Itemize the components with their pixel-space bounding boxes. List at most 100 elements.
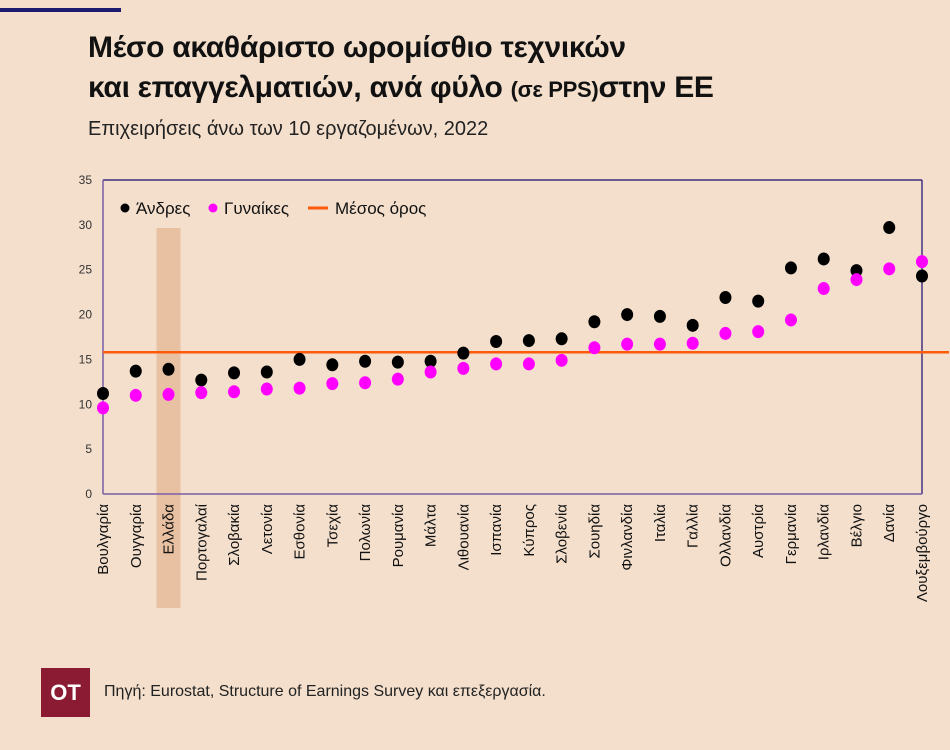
source-note: Πηγή: Eurostat, Structure of Earnings Su… xyxy=(104,683,546,700)
women-point xyxy=(195,386,208,400)
y-tick-label: 30 xyxy=(79,218,93,232)
legend-men-label: Άνδρες xyxy=(136,199,190,218)
x-tick-label: Γαλλία xyxy=(685,504,702,548)
x-tick-label: Ουγγαρία xyxy=(128,504,145,568)
title-line-2-main: και επαγγελματιών, ανά φύλο xyxy=(88,71,511,104)
title-line-1: Μέσο ακαθάριστο ωρομίσθιο τεχνικών xyxy=(88,31,626,64)
legend-men-marker xyxy=(120,203,130,213)
men-point xyxy=(588,315,601,329)
men-point xyxy=(326,358,339,372)
men-point xyxy=(228,366,241,380)
women-point xyxy=(228,385,241,399)
x-tick-label: Ιταλία xyxy=(652,504,669,542)
x-tick-label: Μάλτα xyxy=(423,504,440,547)
x-tick-label: Βέλγιο xyxy=(848,504,865,547)
x-tick-label: Πολωνία xyxy=(357,504,374,562)
women-point xyxy=(97,401,109,415)
title-unit: (σε PPS) xyxy=(510,77,599,102)
women-point xyxy=(359,376,372,390)
women-point xyxy=(752,325,765,339)
ot-logo: OT xyxy=(41,668,90,717)
men-point xyxy=(784,261,797,275)
men-point xyxy=(129,364,142,378)
men-point xyxy=(653,309,666,323)
men-point xyxy=(883,221,896,235)
men-point xyxy=(260,365,273,379)
women-point xyxy=(916,255,928,269)
x-tick-label: Ρουμανία xyxy=(390,504,407,568)
x-tick-label: Ιρλανδία xyxy=(816,504,833,561)
women-point xyxy=(129,388,142,402)
legend-mean-label: Μέσος όρος xyxy=(335,199,426,218)
x-tick-label: Γερμανία xyxy=(783,504,800,565)
women-point xyxy=(260,382,273,396)
women-point xyxy=(457,361,470,375)
x-tick-label: Ισπανία xyxy=(488,504,505,556)
x-tick-label: Ελλάδα xyxy=(161,504,178,555)
men-point xyxy=(457,346,470,360)
x-tick-label: Σουηδία xyxy=(586,504,603,559)
x-tick-label: Λιθουανία xyxy=(455,504,472,571)
women-point xyxy=(326,377,339,391)
men-point xyxy=(391,355,404,369)
top-accent-bar xyxy=(0,8,121,12)
y-tick-label: 25 xyxy=(79,263,93,277)
y-tick-label: 0 xyxy=(85,487,92,501)
men-point xyxy=(359,354,372,368)
legend-women-label: Γυναίκες xyxy=(224,199,289,218)
x-tick-label: Λουξεμβούργο xyxy=(914,504,931,602)
men-point xyxy=(817,252,830,266)
men-point xyxy=(719,291,732,305)
men-point xyxy=(195,373,208,387)
women-point xyxy=(490,357,503,371)
women-point xyxy=(686,336,699,350)
x-tick-label: Λετονία xyxy=(259,504,276,555)
men-point xyxy=(621,308,634,322)
x-tick-label: Αυστρία xyxy=(750,504,767,558)
x-tick-label: Πορτογαλαί xyxy=(193,503,210,581)
x-tick-label: Εσθονία xyxy=(292,504,309,560)
x-tick-label: Τσεχία xyxy=(324,504,341,548)
women-point xyxy=(555,353,568,367)
x-tick-label: Δανία xyxy=(881,504,898,543)
women-point xyxy=(293,381,306,395)
x-tick-label: Βουλγαρία xyxy=(95,504,112,575)
men-point xyxy=(686,318,699,332)
x-tick-label: Σλοβενία xyxy=(554,504,571,564)
women-point xyxy=(784,313,797,327)
y-tick-label: 15 xyxy=(79,352,93,366)
men-point xyxy=(916,269,928,283)
women-point xyxy=(883,262,896,276)
women-point xyxy=(424,365,437,379)
women-point xyxy=(653,337,666,351)
men-point xyxy=(424,354,437,368)
legend-women-marker xyxy=(208,203,218,213)
highlight-band-greece xyxy=(156,228,181,608)
y-tick-label: 20 xyxy=(79,308,93,322)
women-point xyxy=(817,282,830,296)
y-tick-label: 10 xyxy=(79,397,93,411)
women-point xyxy=(391,372,404,386)
men-point xyxy=(522,334,535,348)
men-point xyxy=(555,332,568,346)
x-tick-label: Σλοβακία xyxy=(226,504,243,566)
men-point xyxy=(752,294,765,308)
women-point xyxy=(621,337,634,351)
x-tick-label: Ολλανδία xyxy=(717,504,734,567)
x-tick-label: Φινλανδία xyxy=(619,504,636,571)
title-line-2-end: στην ΕΕ xyxy=(598,71,714,104)
women-point xyxy=(522,357,535,371)
x-tick-label: Κύπρος xyxy=(521,504,538,557)
women-point xyxy=(719,326,732,340)
men-point xyxy=(162,362,175,376)
chart-subtitle: Επιχειρήσεις άνω των 10 εργαζομένων, 202… xyxy=(88,118,489,140)
women-point xyxy=(588,341,601,355)
title-line-2: και επαγγελματιών, ανά φύλο (σε PPS)στην… xyxy=(88,68,908,110)
women-point xyxy=(162,387,175,401)
men-point xyxy=(97,387,109,401)
women-point xyxy=(850,273,863,287)
men-point xyxy=(293,352,306,366)
chart-title: Μέσο ακαθάριστο ωρομίσθιο τεχνικών και ε… xyxy=(88,28,908,110)
y-tick-label: 35 xyxy=(79,173,93,187)
